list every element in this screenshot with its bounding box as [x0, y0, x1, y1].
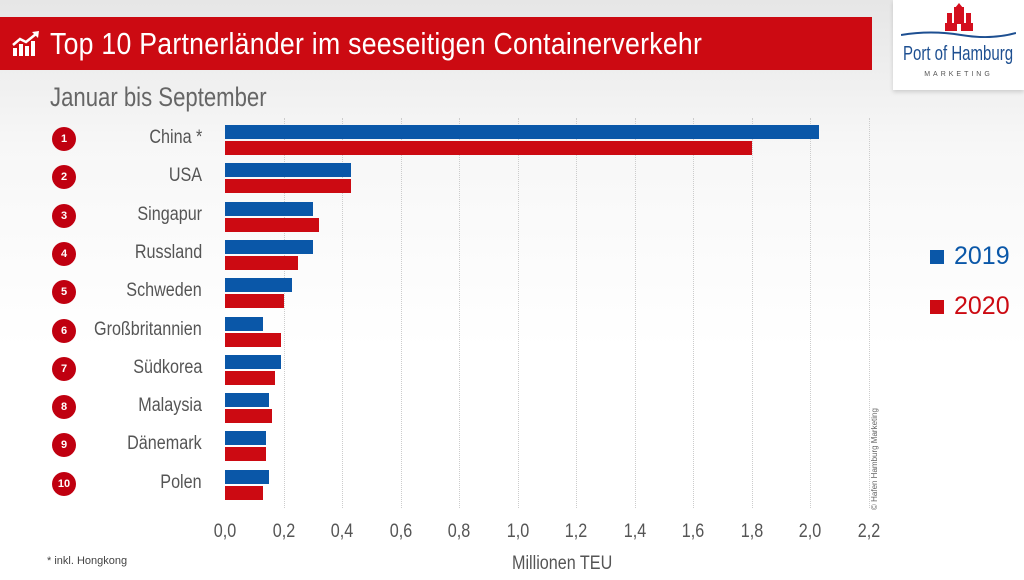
hamburg-castle-icon [945, 3, 973, 31]
legend-swatch-2019 [930, 250, 944, 264]
x-tick-label: 0,4 [330, 521, 354, 542]
rank-badge: 1 [52, 127, 76, 151]
bar-2020-10 [225, 485, 264, 500]
chart-growth-icon [12, 31, 39, 56]
gridline [810, 118, 811, 508]
x-tick-label: 1,4 [623, 521, 646, 542]
category-label: Großbritannien [94, 318, 202, 340]
category-label: Dänemark [127, 433, 202, 455]
gridline [459, 118, 460, 508]
bar-2019-3 [225, 201, 313, 216]
gridline [693, 118, 694, 508]
category-label: Polen [160, 471, 202, 493]
bar-2020-6 [225, 332, 281, 347]
gridline [634, 118, 636, 508]
bar-2020-8 [225, 409, 272, 424]
bar-2020-7 [225, 370, 275, 385]
bar-2019-5 [225, 278, 293, 293]
x-tick-label: 1,0 [506, 521, 529, 542]
copyright: © Hafen Hamburg Marketing [870, 408, 879, 510]
category-label: Singapur [137, 203, 202, 225]
category-label: USA [168, 165, 202, 187]
x-tick-label: 0,6 [389, 521, 412, 542]
rank-badge: 4 [52, 241, 76, 266]
x-tick-label: 0,8 [447, 521, 471, 542]
x-tick-label: 2,2 [857, 521, 880, 542]
bar-2019-4 [225, 239, 313, 254]
bar-2019-10 [225, 469, 269, 484]
rank-badge: 8 [52, 395, 76, 420]
bar-2019-9 [225, 431, 266, 446]
logo-tagline: MARKETING [924, 71, 993, 78]
gridline [400, 118, 402, 508]
rank-badge: 7 [52, 356, 76, 381]
gridline [751, 118, 753, 508]
gridline [342, 118, 343, 508]
rank-badge: 5 [52, 280, 76, 305]
rank-badge: 10 [52, 471, 76, 496]
x-axis-label: Millionen TEU [512, 553, 613, 574]
x-tick-label: 2,0 [798, 521, 822, 542]
legend-label: 2020 [954, 292, 1010, 320]
bar-2019-7 [225, 354, 281, 369]
footnote: * inkl. Hongkong [47, 555, 128, 567]
title-banner: Top 10 Partnerländer im seeseitigen Cont… [0, 17, 872, 70]
category-label: Südkorea [132, 356, 202, 378]
bar-2020-4 [225, 255, 299, 270]
category-label: Malaysia [138, 395, 202, 417]
bar-2020-5 [225, 294, 284, 309]
rank-badge: 6 [52, 318, 76, 343]
category-label: Russland [134, 241, 202, 263]
bar-2020-2 [225, 179, 351, 194]
rank-badge: 3 [52, 203, 76, 228]
bar-2020-3 [225, 217, 319, 232]
bar-2020-9 [225, 447, 266, 462]
logo-name: Port of Hamburg [903, 43, 1014, 65]
bar-2019-1 [225, 125, 819, 139]
legend-2020: 2020 [930, 292, 1010, 321]
rank-badge: 9 [52, 433, 76, 458]
x-tick-label: 0,2 [272, 521, 295, 542]
gridline [517, 118, 519, 508]
bar-2019-6 [225, 316, 264, 331]
gridline [576, 118, 577, 508]
bar-2019-2 [225, 163, 351, 178]
bar-2019-8 [225, 393, 269, 408]
legend-2019: 2019 [930, 242, 1010, 271]
x-tick-label: 0,0 [213, 521, 237, 542]
page-subtitle: Januar bis September [50, 82, 267, 112]
gridline [868, 118, 870, 508]
rank-badge: 2 [52, 165, 76, 190]
port-of-hamburg-logo: Port of Hamburg MARKETING [893, 0, 1024, 90]
wave-icon [901, 31, 1016, 38]
legend-label: 2019 [954, 242, 1010, 270]
gridline [283, 118, 285, 508]
x-tick-label: 1,8 [740, 521, 763, 542]
x-tick-label: 1,6 [681, 521, 705, 542]
x-tick-label: 1,2 [564, 521, 588, 542]
page-title: Top 10 Partnerländer im seeseitigen Cont… [50, 26, 703, 61]
legend-swatch-2020 [930, 300, 944, 314]
bar-2020-1 [225, 141, 752, 155]
category-label: Schweden [126, 280, 202, 302]
category-label: China * [149, 127, 202, 148]
